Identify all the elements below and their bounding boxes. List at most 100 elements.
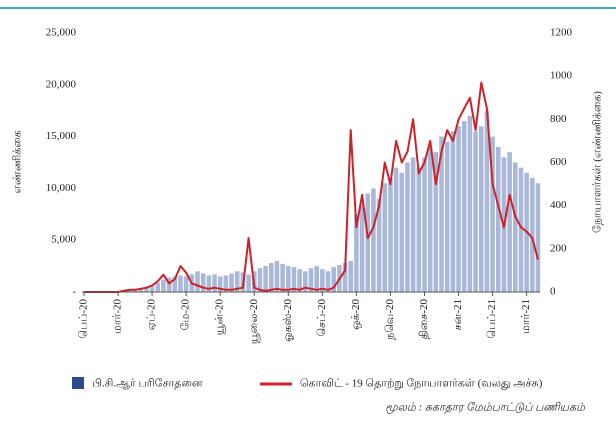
bar: [416, 167, 422, 292]
y-axis-label: எண்ணிக்கை: [12, 130, 24, 193]
y-tick-label: 15,000: [46, 130, 77, 142]
bar: [422, 157, 427, 292]
bar: [229, 273, 234, 292]
bar: [320, 269, 325, 292]
bar: [291, 267, 297, 292]
y2-tick-label: 200: [550, 242, 567, 254]
x-tick-label: ஏப்-20: [146, 299, 158, 331]
bar: [467, 115, 473, 292]
source-note: மூலம் : சுகாதார மேம்பாட்டுப் பணியகம்: [386, 402, 587, 415]
bar: [200, 273, 206, 292]
bar: [376, 198, 382, 292]
bar: [217, 276, 223, 292]
bar: [382, 183, 388, 292]
bar: [530, 178, 535, 292]
x-tick-label: சன-21: [452, 299, 464, 330]
bar: [183, 276, 189, 292]
bar: [325, 271, 331, 292]
bar: [127, 289, 132, 292]
x-tick-label: மார்-20: [112, 299, 124, 335]
y2-tick-label: 1000: [550, 70, 573, 82]
bar: [393, 167, 399, 292]
bar: [490, 136, 495, 292]
bar: [234, 271, 240, 292]
bar: [195, 271, 200, 292]
bar: [149, 285, 155, 292]
bar: [365, 193, 371, 292]
bar: [410, 157, 416, 292]
bar: [246, 274, 251, 292]
legend-label: கொவிட் - 19 தொற்று நோயாளர்கள் (வலது அச்ச…: [300, 378, 543, 390]
bar: [178, 275, 183, 292]
bar: [371, 188, 376, 292]
bar: [399, 172, 405, 292]
x-tick-label: ஒக்-20: [350, 299, 362, 330]
y-tick-label: 25,000: [46, 27, 77, 39]
bar: [473, 131, 478, 292]
bar: [212, 274, 217, 292]
bar: [405, 162, 410, 292]
bar: [427, 146, 433, 292]
bar: [342, 262, 348, 292]
bar: [144, 286, 149, 292]
bar: [269, 262, 274, 292]
bar: [450, 131, 456, 292]
bar: [478, 126, 484, 293]
x-tick-label: ஓகஸ்-20: [282, 299, 294, 342]
y2-tick-label: 1200: [550, 27, 573, 39]
bar: [280, 264, 285, 292]
y2-tick-label: 800: [550, 113, 567, 125]
legend-swatch: [72, 377, 84, 389]
bar: [166, 277, 172, 292]
bar: [286, 266, 291, 292]
bar: [461, 121, 467, 292]
bar: [206, 275, 212, 292]
bar: [331, 267, 336, 292]
x-tick-label: மே-20: [180, 299, 192, 331]
x-tick-label: செப்-20: [316, 299, 328, 337]
bar: [297, 269, 302, 292]
bar: [507, 152, 512, 292]
x-tick-label: திசை-20: [418, 299, 430, 340]
bar: [172, 276, 178, 292]
bar: [348, 260, 353, 292]
x-tick-label: யூலை-20: [248, 299, 260, 345]
bar: [535, 183, 541, 292]
bar: [308, 268, 314, 292]
bar: [155, 282, 161, 292]
bar: [314, 266, 319, 292]
bar: [513, 162, 518, 292]
bar: [444, 141, 450, 292]
bar: [263, 266, 268, 292]
y-tick-label: -: [72, 286, 76, 298]
x-tick-label: பெப்-21: [486, 299, 498, 339]
bar: [354, 214, 359, 292]
legend-label: பி.சி.ஆர் பரிசோதனை: [92, 378, 203, 390]
bar: [388, 178, 393, 292]
bar: [274, 260, 280, 292]
bar: [257, 268, 263, 292]
bar: [456, 126, 461, 293]
bar: [303, 271, 308, 292]
bar: [433, 152, 439, 292]
bar: [359, 203, 365, 292]
bar: [161, 279, 166, 292]
x-tick-label: யூன்-20: [214, 299, 226, 336]
y2-tick-label: 0: [550, 286, 556, 298]
x-tick-label: நவெ-20: [384, 299, 396, 340]
y2-tick-label: 400: [550, 199, 567, 211]
bar: [484, 110, 490, 292]
y2-tick-label: 600: [550, 156, 567, 168]
y-tick-label: 20,000: [46, 78, 77, 90]
bar: [223, 275, 229, 292]
bar: [138, 287, 144, 292]
y2-axis-label: நோயாளர்கள் (எண்ணிக்கை): [592, 91, 604, 233]
x-tick-label: மார்-21: [520, 299, 532, 334]
y-tick-label: 10,000: [46, 182, 77, 194]
x-tick-label: பெப்-20: [78, 299, 90, 339]
y-tick-label: 5,000: [51, 234, 76, 246]
bar: [439, 136, 444, 292]
line-series: [84, 81, 539, 293]
bar: [518, 167, 524, 292]
